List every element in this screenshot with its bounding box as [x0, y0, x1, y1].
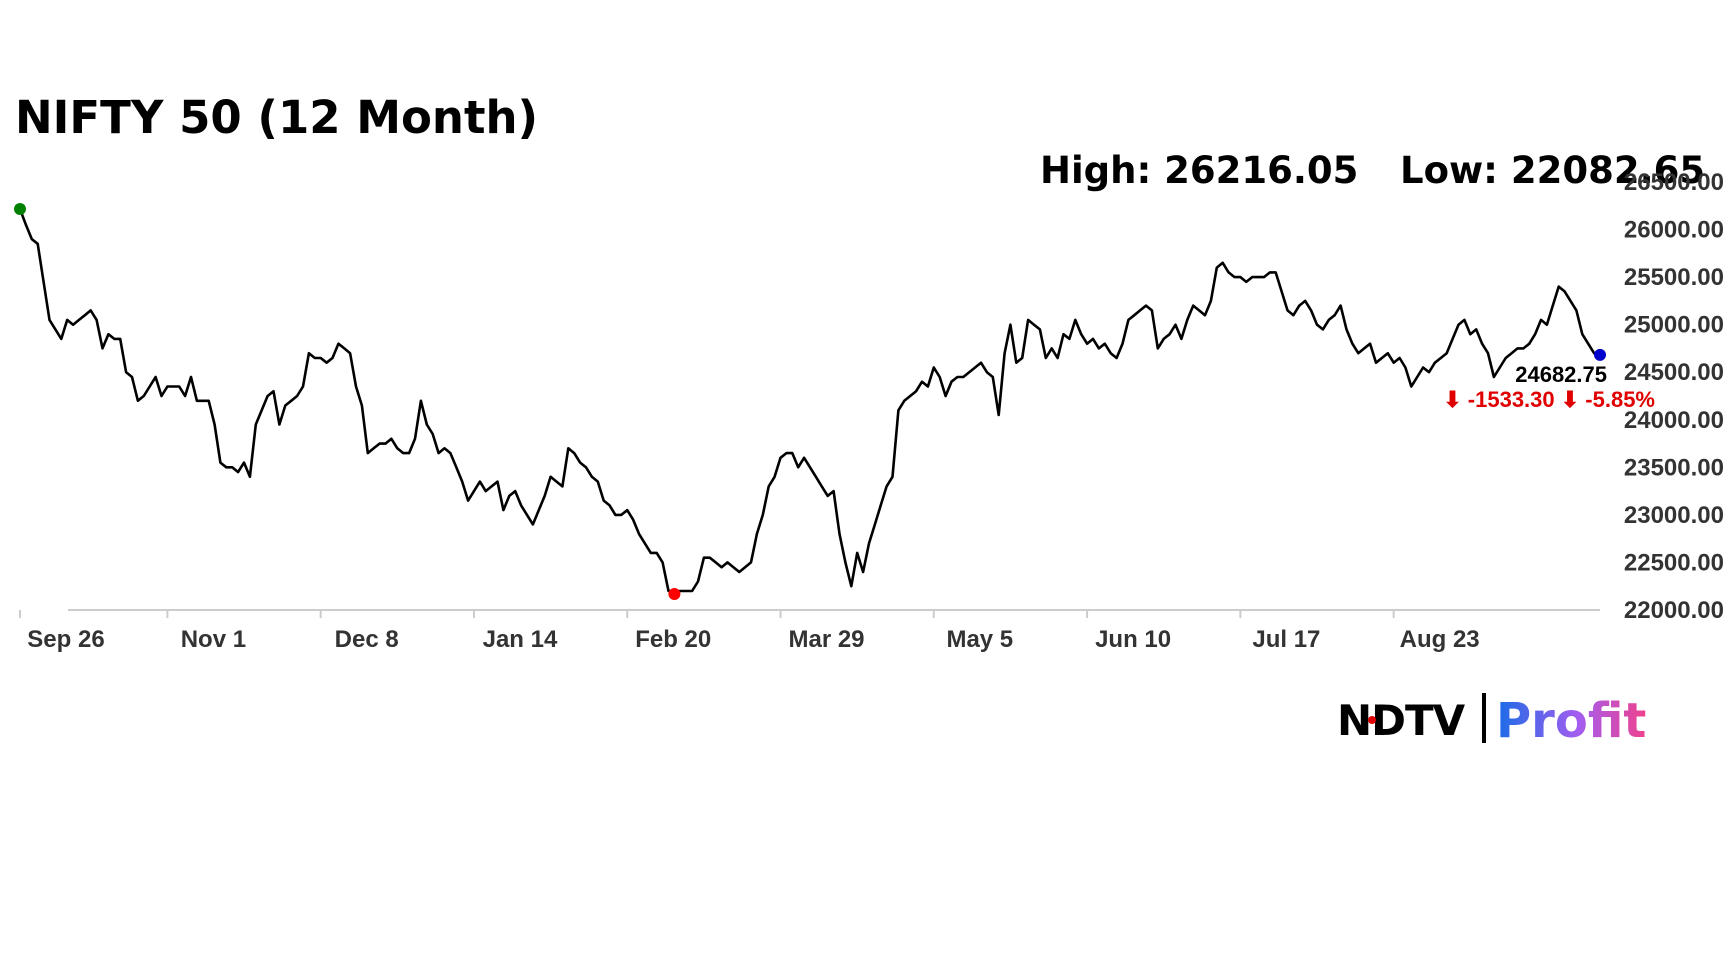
y-tick-label: 22000.00 [1624, 597, 1724, 624]
y-tick-label: 25500.00 [1624, 264, 1724, 291]
x-tick-label: Jun 10 [1095, 626, 1171, 653]
high-label: High: 26216.05 [1040, 149, 1358, 192]
y-tick-label: 24000.00 [1624, 407, 1724, 434]
x-tick-label: Jul 17 [1252, 626, 1320, 653]
y-tick-label: 26500.00 [1624, 169, 1724, 196]
y-tick-label: 23000.00 [1624, 502, 1724, 529]
x-tick-label: May 5 [946, 626, 1013, 653]
x-tick-label: Sep 26 [27, 626, 104, 653]
chart-title: NIFTY 50 (12 Month) [15, 91, 538, 144]
last-value-label: 24682.75 [1515, 362, 1607, 387]
x-tick-label: Mar 29 [788, 626, 864, 653]
change-label: ⬇ -1533.30 ⬇ -5.85% [1443, 387, 1655, 412]
markers-group [14, 203, 1606, 600]
ndtv-profit-logo: NDTV Profit [1337, 693, 1646, 749]
low-label: Low: 22082.65 [1400, 149, 1705, 192]
x-tick-label: Dec 8 [335, 626, 399, 653]
y-tick-label: 23500.00 [1624, 454, 1724, 481]
last-point-marker [1594, 348, 1606, 361]
y-tick-label: 22500.00 [1624, 549, 1724, 576]
logo-divider [1482, 693, 1486, 743]
y-tick-label: 25000.00 [1624, 312, 1724, 339]
y-tick-label: 26000.00 [1624, 217, 1724, 244]
y-tick-label: 24500.00 [1624, 359, 1724, 386]
low-point-marker [668, 587, 681, 600]
profit-logo-text: Profit [1496, 693, 1646, 749]
x-tick-label: Nov 1 [181, 626, 246, 653]
high-point-marker [14, 203, 26, 216]
logo-dot-icon [1368, 716, 1376, 724]
x-tick-label: Feb 20 [635, 626, 711, 653]
x-tick-label: Aug 23 [1400, 626, 1480, 653]
ndtv-logo-text: NDTV [1337, 696, 1466, 745]
x-axis: Sep 26 Nov 1 Dec 8 Jan 14 Feb 20 Mar 29 May 5 J… [19, 609, 1600, 653]
x-tick-label: Jan 14 [483, 626, 558, 653]
y-axis: 26500.00 26000.00 25500.00 25000.00 24500.00… [1624, 169, 1724, 624]
nifty-series-line [18, 208, 1601, 593]
series-line-group [18, 208, 1601, 593]
